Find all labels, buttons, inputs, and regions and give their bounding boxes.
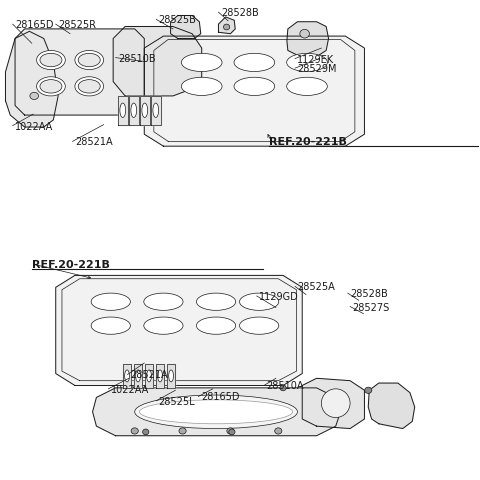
- Text: 28165D: 28165D: [15, 20, 54, 30]
- Polygon shape: [113, 27, 202, 96]
- Text: 1022AA: 1022AA: [111, 384, 149, 394]
- Polygon shape: [118, 96, 128, 125]
- Text: 28525B: 28525B: [158, 15, 196, 25]
- Ellipse shape: [240, 293, 279, 311]
- Ellipse shape: [36, 51, 65, 71]
- Text: REF.20-221B: REF.20-221B: [269, 137, 347, 146]
- Ellipse shape: [179, 428, 186, 434]
- Text: 28510B: 28510B: [118, 53, 156, 63]
- Polygon shape: [5, 32, 58, 128]
- Ellipse shape: [234, 78, 275, 96]
- Polygon shape: [93, 388, 340, 436]
- Text: 28527S: 28527S: [352, 302, 390, 312]
- Text: 1129EK: 1129EK: [298, 54, 335, 64]
- Ellipse shape: [196, 317, 236, 335]
- Text: 28528B: 28528B: [350, 288, 388, 299]
- Polygon shape: [287, 23, 328, 58]
- Polygon shape: [144, 37, 364, 147]
- Text: 28525R: 28525R: [58, 20, 96, 30]
- Polygon shape: [167, 364, 175, 388]
- Ellipse shape: [91, 317, 131, 335]
- Ellipse shape: [229, 429, 235, 435]
- Ellipse shape: [287, 78, 327, 96]
- Polygon shape: [123, 364, 132, 388]
- Polygon shape: [156, 364, 164, 388]
- Text: REF.20-221B: REF.20-221B: [32, 260, 109, 270]
- Polygon shape: [15, 30, 144, 116]
- Text: 28529M: 28529M: [298, 64, 337, 74]
- Polygon shape: [302, 379, 364, 429]
- Text: 28165D: 28165D: [201, 392, 239, 402]
- Ellipse shape: [140, 400, 293, 424]
- Ellipse shape: [125, 370, 130, 382]
- Ellipse shape: [144, 317, 183, 335]
- Polygon shape: [218, 18, 235, 35]
- Ellipse shape: [131, 104, 137, 118]
- Ellipse shape: [196, 293, 236, 311]
- Polygon shape: [170, 16, 201, 39]
- Text: 28525L: 28525L: [158, 396, 195, 406]
- Ellipse shape: [322, 389, 350, 418]
- Polygon shape: [151, 96, 160, 125]
- Ellipse shape: [131, 428, 138, 434]
- Ellipse shape: [91, 293, 131, 311]
- Ellipse shape: [234, 54, 275, 72]
- Ellipse shape: [30, 93, 38, 100]
- Ellipse shape: [280, 385, 286, 391]
- Ellipse shape: [181, 54, 222, 72]
- Polygon shape: [129, 96, 139, 125]
- Polygon shape: [134, 364, 143, 388]
- Ellipse shape: [144, 293, 183, 311]
- Ellipse shape: [142, 104, 148, 118]
- Polygon shape: [140, 96, 150, 125]
- Ellipse shape: [287, 54, 327, 72]
- Ellipse shape: [300, 30, 310, 39]
- Ellipse shape: [136, 370, 141, 382]
- Text: 28528B: 28528B: [221, 8, 259, 18]
- Polygon shape: [56, 276, 302, 385]
- Ellipse shape: [224, 25, 230, 31]
- Text: 1129GD: 1129GD: [259, 291, 299, 301]
- Ellipse shape: [78, 81, 100, 94]
- Ellipse shape: [75, 78, 104, 96]
- Text: 28525A: 28525A: [298, 282, 335, 292]
- Ellipse shape: [275, 428, 282, 434]
- Ellipse shape: [135, 395, 298, 429]
- Ellipse shape: [365, 387, 372, 394]
- Ellipse shape: [153, 104, 158, 118]
- Text: 28510A: 28510A: [266, 381, 304, 391]
- Ellipse shape: [181, 78, 222, 96]
- Ellipse shape: [157, 370, 162, 382]
- Text: 28521A: 28521A: [75, 137, 112, 147]
- Ellipse shape: [40, 81, 62, 94]
- Ellipse shape: [143, 429, 149, 435]
- Ellipse shape: [75, 51, 104, 71]
- Polygon shape: [145, 364, 154, 388]
- Ellipse shape: [147, 370, 152, 382]
- Ellipse shape: [40, 54, 62, 68]
- Ellipse shape: [36, 78, 65, 96]
- Text: 28521A: 28521A: [130, 370, 168, 380]
- Ellipse shape: [168, 370, 173, 382]
- Ellipse shape: [120, 104, 126, 118]
- Ellipse shape: [227, 428, 234, 434]
- Ellipse shape: [78, 54, 100, 68]
- Polygon shape: [368, 384, 415, 429]
- Ellipse shape: [240, 317, 279, 335]
- Text: 1022AA: 1022AA: [15, 121, 53, 132]
